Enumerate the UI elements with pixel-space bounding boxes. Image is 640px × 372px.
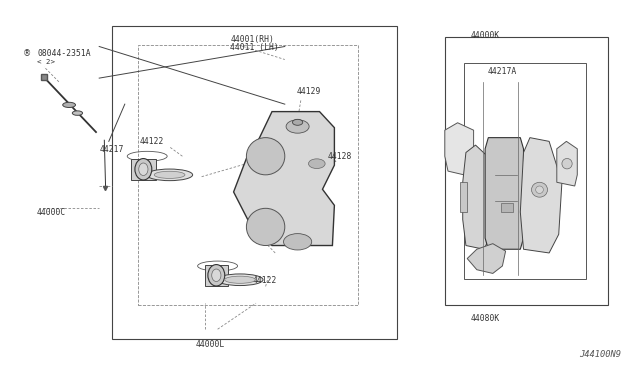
Bar xyxy=(445,37,608,305)
Text: 44000L: 44000L xyxy=(195,340,225,349)
Ellipse shape xyxy=(208,264,225,286)
Ellipse shape xyxy=(139,163,148,176)
Bar xyxy=(138,45,358,305)
Text: 44080K: 44080K xyxy=(470,314,500,323)
Circle shape xyxy=(284,234,312,250)
Ellipse shape xyxy=(246,138,285,175)
Polygon shape xyxy=(234,112,334,246)
Ellipse shape xyxy=(531,182,548,197)
Bar xyxy=(464,63,586,279)
Text: 44217: 44217 xyxy=(99,145,124,154)
Bar xyxy=(112,26,397,339)
Ellipse shape xyxy=(135,158,152,180)
Circle shape xyxy=(286,120,309,133)
Polygon shape xyxy=(520,138,562,253)
Polygon shape xyxy=(445,123,474,175)
Text: 44129: 44129 xyxy=(296,87,321,96)
Bar xyxy=(501,203,513,212)
Circle shape xyxy=(308,159,325,169)
Ellipse shape xyxy=(225,276,255,283)
Text: ®: ® xyxy=(23,49,31,58)
Ellipse shape xyxy=(562,158,572,169)
Polygon shape xyxy=(485,138,524,249)
Text: 44000C: 44000C xyxy=(37,208,67,217)
Text: < 2>: < 2> xyxy=(37,59,55,65)
Text: 44128: 44128 xyxy=(328,152,352,161)
Ellipse shape xyxy=(63,102,76,108)
Bar xyxy=(460,182,467,212)
Ellipse shape xyxy=(72,111,83,115)
Ellipse shape xyxy=(212,269,221,282)
Text: 44001(RH): 44001(RH) xyxy=(230,35,275,44)
Bar xyxy=(131,158,156,180)
Ellipse shape xyxy=(246,208,285,246)
Bar xyxy=(205,264,228,286)
Polygon shape xyxy=(467,244,506,273)
Text: J44100N9: J44100N9 xyxy=(579,350,621,359)
Text: 44000K: 44000K xyxy=(470,31,500,40)
Polygon shape xyxy=(557,141,577,186)
Text: 44122: 44122 xyxy=(253,276,277,285)
Text: 08044-2351A: 08044-2351A xyxy=(37,49,91,58)
Text: 44217A: 44217A xyxy=(488,67,517,76)
Ellipse shape xyxy=(147,169,193,181)
Ellipse shape xyxy=(536,186,543,193)
Ellipse shape xyxy=(217,274,263,286)
Circle shape xyxy=(292,119,303,125)
Text: 44122: 44122 xyxy=(140,137,164,146)
Text: 44011 (LH): 44011 (LH) xyxy=(230,43,279,52)
Polygon shape xyxy=(463,145,492,249)
Ellipse shape xyxy=(154,171,185,179)
